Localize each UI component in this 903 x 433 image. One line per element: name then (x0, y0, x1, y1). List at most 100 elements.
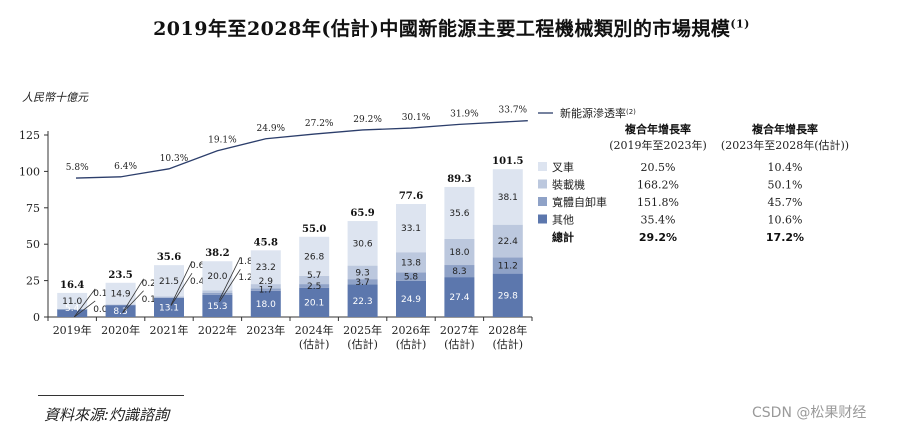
table-cell-a: 168.2% (637, 179, 679, 192)
bar-other (154, 297, 184, 317)
segment-label: 21.5 (159, 277, 179, 287)
bar-dumper (444, 265, 475, 278)
bar-excavator (492, 169, 523, 225)
segment-label: 0.1 (93, 289, 107, 299)
bar-other (57, 309, 88, 317)
bar-loader (154, 296, 184, 298)
x-tick-sublabel: (估計) (347, 337, 378, 351)
segment-label: 38.1 (498, 193, 518, 203)
segment-label: 22.4 (498, 237, 518, 247)
segment-label: 3.7 (355, 278, 369, 288)
segment-label: 23.2 (256, 263, 276, 273)
table-cell-b: 10.4% (768, 161, 803, 174)
penetration-line (75, 120, 528, 179)
penetration-label: 33.7% (499, 106, 528, 116)
table-row-label: 裝載機 (552, 178, 585, 192)
segment-label: 2.5 (307, 282, 321, 292)
x-tick-label: 2019年 (53, 323, 92, 337)
y-tick-label: 50 (26, 238, 40, 251)
bar-excavator (299, 236, 330, 276)
bar-excavator (57, 292, 88, 309)
segment-label: 1.8 (238, 257, 253, 267)
penetration-label: 27.2% (305, 119, 334, 129)
y-tick-label: 25 (26, 275, 40, 288)
segment-label: 35.6 (449, 209, 469, 219)
segment-label: 5.8 (404, 273, 419, 283)
y-tick-label: 75 (26, 202, 40, 215)
bar-loader (105, 304, 136, 306)
segment-label: 26.8 (304, 252, 324, 262)
chart-title-text: 2019年至2028年(估計)中國新能源主要工程機械類別的市場規模 (153, 18, 731, 40)
segment-label: 0.04 (93, 305, 113, 315)
bar-excavator (396, 204, 426, 253)
bar-other (250, 290, 281, 317)
bar-other (299, 287, 330, 317)
plot-area: 人民幣十億元 0 25 50 75 100 125 2019年 2020年 2021年 2022年 2… (19, 91, 533, 351)
bar-other (396, 280, 426, 317)
total-label: 45.8 (254, 237, 278, 248)
x-tick-label: 2022年 (198, 323, 237, 337)
segment-label: 29.8 (498, 291, 518, 301)
segment-label: 14.9 (111, 290, 131, 300)
leader-line (170, 272, 193, 306)
bar-loader (202, 290, 233, 293)
bar-dumper (347, 279, 378, 285)
segment-label: 9.3 (355, 268, 369, 278)
y-tick-label: 0 (33, 311, 40, 324)
bar-other (347, 284, 378, 317)
bar-loader (396, 252, 426, 273)
cagr-table: 複合年增長率 (2019年至2023年) 複合年增長率 (2023年至2028年(估計… (538, 122, 849, 244)
x-tick-label: 2028年 (488, 323, 527, 337)
bar-other (492, 273, 523, 317)
penetration-label: 10.3% (160, 154, 189, 164)
chart-title-note: (1) (730, 17, 750, 31)
total-label: 101.5 (492, 156, 523, 167)
segment-label: 24.9 (401, 295, 421, 305)
leader-line (122, 278, 144, 313)
legend: 新能源滲透率(2) (538, 106, 636, 120)
bar-dumper (299, 284, 330, 288)
bar-loader (57, 308, 88, 310)
total-label: 89.3 (447, 174, 471, 185)
x-tick-sublabel: (估計) (493, 337, 524, 351)
segment-label: 2.9 (259, 277, 274, 287)
table-cell-a: 151.8% (637, 196, 679, 209)
legend-penetration: 新能源滲透率(2) (560, 106, 636, 120)
penetration-label: 6.4% (114, 162, 137, 172)
segment-label: 20.1 (304, 298, 324, 308)
segment-label: 22.3 (353, 297, 373, 307)
segment-label: 1.2 (238, 273, 252, 283)
total-label: 23.5 (108, 270, 132, 281)
x-tick-label: 2020年 (101, 323, 140, 337)
total-label: 16.4 (60, 280, 84, 291)
legend-penetration-note: (2) (626, 108, 636, 116)
bar-dumper (202, 292, 233, 295)
bar-excavator (154, 265, 184, 297)
bar-excavator (250, 250, 281, 285)
leader-line (170, 260, 193, 306)
bar-excavator (202, 261, 233, 291)
chart-title: 2019年至2028年(估計)中國新能源主要工程機械類別的市場規模(1) (0, 14, 903, 41)
table-row-label: 寬體自卸車 (552, 195, 607, 209)
segment-label: 33.1 (401, 224, 421, 234)
x-tick-label: 2021年 (150, 323, 189, 337)
bar-dumper (250, 288, 281, 291)
total-label: 55.0 (302, 224, 326, 235)
watermark: CSDN @松果财经 (752, 405, 867, 421)
total-label: 35.6 (157, 252, 181, 263)
table-row-label: 其他 (552, 214, 574, 227)
segment-label: 27.4 (449, 293, 469, 303)
bar-dumper (492, 257, 523, 274)
segment-label: 15.3 (207, 302, 227, 312)
table-row-label: 總計 (552, 230, 574, 244)
segment-label: 0.4 (190, 277, 205, 287)
total-label: 65.9 (350, 208, 374, 219)
segment-label: 13.1 (159, 303, 179, 313)
penetration-label: 19.1% (208, 136, 237, 146)
table-subheader: (2019年至2023年) (609, 138, 707, 152)
bar-excavator (105, 282, 136, 305)
penetration-label: 31.9% (450, 109, 479, 119)
segment-label: 0.1 (142, 295, 156, 305)
segment-label: 30.6 (353, 239, 373, 249)
leader-line (122, 290, 144, 314)
